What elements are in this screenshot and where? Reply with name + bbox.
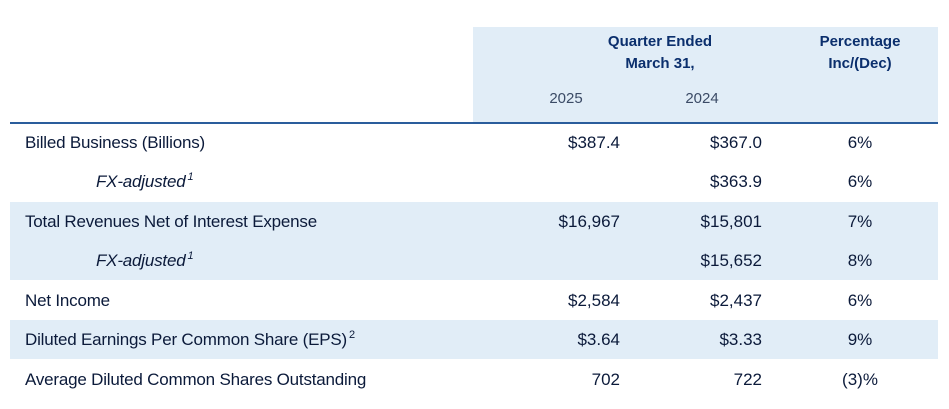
value-2024: $15,801	[700, 212, 762, 231]
quarter-ended-line1: Quarter Ended	[607, 33, 713, 50]
value-2025: 702	[591, 370, 620, 389]
value-2025: $2,584	[568, 291, 620, 310]
row-label: FX-adjusted 1	[96, 250, 194, 270]
value-2024: $363.9	[710, 172, 762, 191]
table-row: Average Diluted Common Shares Outstandin…	[10, 360, 938, 399]
value-2024: $367.0	[710, 133, 762, 152]
quarter-ended-line2: March 31,	[625, 55, 695, 72]
row-label: Average Diluted Common Shares Outstandin…	[25, 370, 367, 389]
quarter-ended-header: Quarter Ended March 31,	[560, 31, 760, 75]
percentage-line2: Inc/(Dec)	[828, 55, 892, 72]
column-header-background	[473, 27, 938, 123]
value-2024: $2,437	[710, 291, 762, 310]
table-row: Total Revenues Net of Interest Expense $…	[10, 202, 938, 241]
table-row: Billed Business (Billions) $387.4 $367.0…	[10, 123, 938, 162]
row-label: Net Income	[25, 291, 110, 310]
header-divider	[10, 122, 938, 124]
value-pct-change: 8%	[847, 251, 873, 270]
value-pct-change: 6%	[847, 172, 873, 191]
value-2025: $16,967	[558, 212, 620, 231]
value-2024: $3.33	[719, 330, 762, 349]
value-pct-change: 6%	[847, 291, 873, 310]
value-pct-change: 6%	[847, 133, 873, 152]
value-pct-change: 9%	[847, 330, 873, 349]
value-2024: 722	[733, 370, 762, 389]
value-2025: $387.4	[568, 133, 620, 152]
value-pct-change: 7%	[847, 212, 873, 231]
value-pct-change: (3)%	[842, 370, 878, 389]
year-2024-header: 2024	[685, 90, 719, 107]
row-label: Total Revenues Net of Interest Expense	[25, 212, 317, 231]
value-2025: $3.64	[577, 330, 620, 349]
table-row: Diluted Earnings Per Common Share (EPS) 2…	[10, 320, 938, 359]
row-label: Diluted Earnings Per Common Share (EPS) 2	[25, 329, 355, 349]
table-row: FX-adjusted 1 $363.9 6%	[10, 162, 938, 201]
row-label: Billed Business (Billions)	[25, 133, 205, 152]
table-row: FX-adjusted 1 $15,652 8%	[10, 241, 938, 280]
percentage-change-header: Percentage Inc/(Dec)	[790, 31, 930, 75]
percentage-line1: Percentage	[819, 33, 901, 50]
row-label: FX-adjusted 1	[96, 171, 194, 191]
value-2024: $15,652	[700, 251, 762, 270]
year-2025-header: 2025	[549, 90, 583, 107]
table-row: Net Income $2,584 $2,437 6%	[10, 281, 938, 320]
